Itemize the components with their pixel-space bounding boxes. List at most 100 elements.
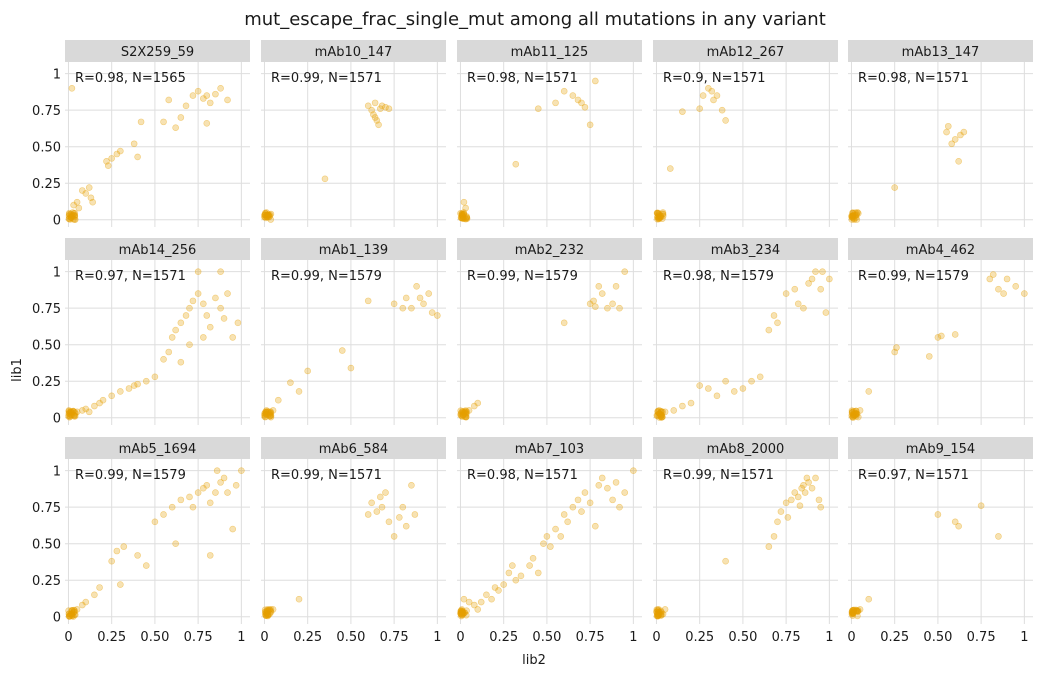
scatter-point: [819, 268, 826, 275]
facet-strip-title: mAb7_103: [515, 442, 584, 457]
scatter-point: [798, 484, 805, 492]
scatter-point: [71, 608, 78, 616]
scatter-point: [263, 611, 271, 619]
scatter-point: [853, 216, 861, 223]
scatter-point: [848, 213, 855, 220]
scatter-point: [595, 481, 603, 489]
facet-strip: [848, 238, 1033, 260]
x-tick-label: 0.50: [923, 630, 952, 645]
x-tick-label: 0.75: [967, 630, 996, 645]
scatter-point: [655, 211, 663, 219]
scatter-point: [261, 211, 268, 219]
scatter-point: [75, 204, 83, 212]
plot-area: [457, 62, 642, 227]
scatter-point: [459, 214, 467, 222]
scatter-point: [68, 607, 76, 615]
scatter-point: [849, 413, 856, 421]
scatter-point: [670, 407, 678, 414]
scatter-point: [853, 410, 861, 418]
scatter-point: [65, 412, 72, 420]
scatter-point: [581, 489, 589, 496]
scatter-point: [434, 312, 441, 319]
scatter-point: [266, 409, 274, 416]
scatter-point: [654, 407, 662, 415]
scatter-point: [68, 610, 76, 617]
scatter-point: [826, 275, 833, 283]
scatter-point: [224, 290, 231, 297]
scatter-point: [557, 533, 565, 540]
scatter-point: [560, 87, 568, 95]
scatter-point: [266, 212, 274, 220]
scatter-point: [229, 525, 237, 533]
scatter-point: [925, 353, 933, 360]
scatter-point: [658, 408, 665, 415]
scatter-point: [457, 410, 465, 418]
scatter-point: [78, 187, 86, 194]
scatter-point: [263, 209, 270, 216]
scatter-point: [460, 409, 467, 416]
scatter-point: [265, 411, 272, 418]
scatter-point: [262, 409, 269, 417]
scatter-point: [206, 499, 214, 507]
scatter-point: [68, 612, 76, 620]
scatter-point: [263, 407, 270, 414]
scatter-point: [460, 210, 468, 217]
scatter-point: [200, 334, 207, 341]
scatter-point: [172, 124, 179, 132]
scatter-point: [70, 212, 77, 219]
y-axis-label: lib1: [10, 358, 25, 382]
scatter-point: [849, 212, 856, 220]
facet-panel: mAb1_139 R=0.99, N=1579: [261, 238, 446, 425]
scatter-point: [654, 612, 661, 620]
scatter-point: [67, 408, 75, 415]
scatter-point: [457, 610, 465, 618]
scatter-point: [189, 297, 197, 305]
facet-panel: S2X259_59 0 0.25 0.50 0.75 1 R=0.98, N=1565: [32, 40, 250, 229]
scatter-point: [656, 214, 664, 221]
scatter-point: [578, 99, 585, 107]
plot-area: [261, 62, 446, 227]
scatter-point: [262, 214, 270, 222]
scatter-point: [85, 408, 93, 416]
scatter-point: [463, 215, 471, 222]
scatter-point: [265, 211, 272, 219]
scatter-point: [474, 399, 482, 407]
scatter-point: [69, 212, 76, 220]
scatter-point: [73, 198, 81, 206]
scatter-point: [263, 211, 271, 219]
scatter-point: [267, 412, 275, 419]
scatter-point: [462, 611, 470, 619]
scatter-point: [654, 209, 662, 217]
scatter-point: [653, 209, 661, 217]
scatter-point: [849, 212, 857, 220]
plot-area: [261, 459, 446, 624]
correlation-annotation: R=0.98, N=1571: [467, 468, 578, 483]
scatter-point: [765, 326, 773, 334]
x-tick-label: 0.75: [380, 630, 409, 645]
scatter-point: [194, 290, 202, 297]
scatter-point: [459, 210, 467, 218]
scatter-point: [658, 414, 665, 421]
x-tick-label: 0.75: [184, 630, 213, 645]
scatter-point: [848, 608, 856, 616]
scatter-point: [656, 410, 663, 417]
scatter-point: [796, 502, 804, 510]
scatter-point: [849, 411, 857, 418]
scatter-point: [269, 606, 277, 613]
scatter-point: [137, 118, 145, 126]
scatter-point: [891, 348, 898, 356]
scatter-point: [512, 160, 520, 168]
scatter-point: [458, 214, 466, 222]
scatter-point: [463, 607, 470, 614]
plot-area: [848, 459, 1033, 624]
scatter-point: [266, 606, 273, 613]
scatter-point: [960, 128, 968, 136]
scatter-point: [944, 122, 952, 130]
scatter-point: [856, 606, 864, 613]
scatter-point: [951, 518, 959, 526]
scatter-point: [1021, 290, 1028, 297]
plot-area: [457, 459, 642, 624]
facet-strip-title: mAb6_584: [319, 442, 388, 457]
scatter-point: [659, 408, 667, 416]
scatter-point: [713, 392, 721, 400]
